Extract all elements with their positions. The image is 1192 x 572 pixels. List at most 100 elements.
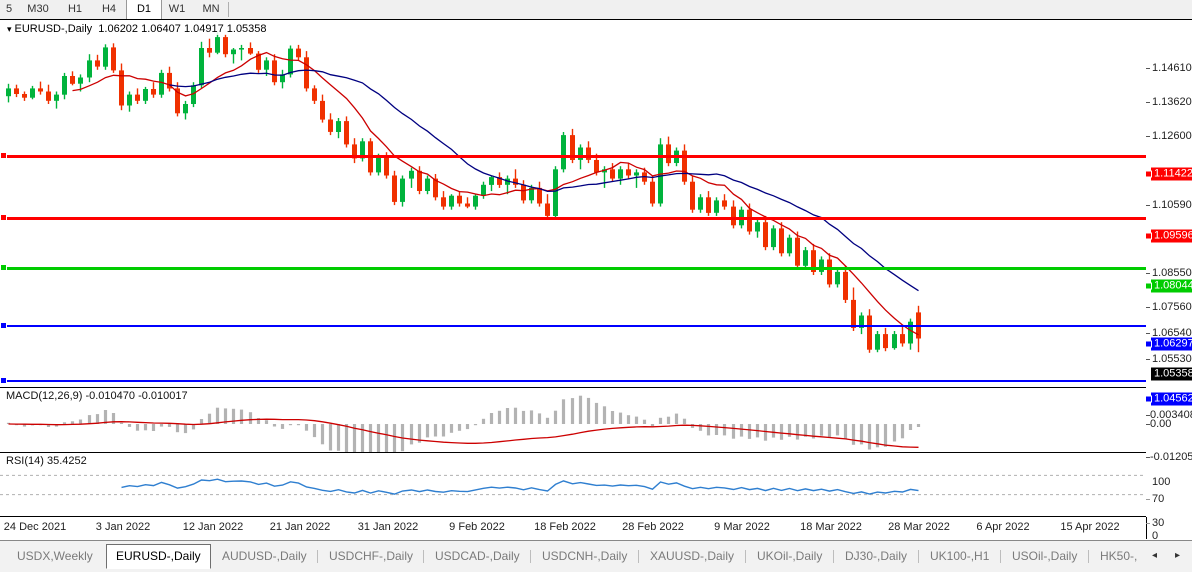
tab-separator (423, 550, 424, 563)
tab-separator (638, 550, 639, 563)
symbol-tab-usdchf-daily[interactable]: USDCHF-,Daily (329, 549, 413, 563)
chart-collapse-arrow-icon[interactable]: ▾ (7, 24, 12, 34)
level-line-handle[interactable] (0, 152, 7, 159)
chart-symbol-label: EURUSD-,Daily (14, 23, 93, 35)
date-axis-label: 3 Jan 2022 (95, 521, 151, 533)
date-axis-label: 15 Apr 2022 (1060, 521, 1120, 533)
level-line-1-11422[interactable] (0, 155, 1146, 158)
rsi-tick-label: 70 (1152, 493, 1165, 505)
date-axis-label: 21 Jan 2022 (269, 521, 331, 533)
date-axis-label: 18 Feb 2022 (534, 521, 596, 533)
tab-separator (918, 550, 919, 563)
price-level-tag-last-price[interactable]: 1.05358 (1151, 367, 1192, 381)
macd-tick-label: 0.003408 (1150, 409, 1192, 421)
symbol-tab-audusd-daily[interactable]: AUDUSD-,Daily (222, 549, 307, 563)
symbol-tab-usoil-daily[interactable]: USOil-,Daily (1012, 549, 1078, 563)
price-tick-mark (1146, 359, 1150, 360)
macd-tick-label: -0.012058 (1150, 451, 1192, 463)
date-axis-label: 6 Apr 2022 (976, 521, 1030, 533)
level-drag-handle[interactable] (1145, 232, 1152, 240)
timeframe-button-m30[interactable]: M30 (27, 3, 49, 15)
level-line-handle[interactable] (0, 264, 7, 271)
date-axis-label: 28 Mar 2022 (888, 521, 950, 533)
symbol-tab-dj30-daily[interactable]: DJ30-,Daily (845, 549, 908, 563)
rsi-tick-label: 100 (1152, 476, 1171, 488)
price-scale-axis[interactable]: 1.14610 1.13620 1.12600 1.10590 1.08550 1.075… (1145, 20, 1192, 542)
macd-tick-mark (1146, 424, 1150, 425)
timeframe-button-mn[interactable]: MN (202, 3, 220, 15)
timeframe-button-5[interactable]: 5 (5, 3, 13, 15)
level-drag-handle[interactable] (1145, 170, 1152, 178)
rsi-tick-label: 0 (1152, 530, 1159, 542)
price-level-tag-level[interactable]: 1.04562 (1151, 392, 1192, 406)
tab-separator (1088, 550, 1089, 563)
tab-separator (1000, 550, 1001, 563)
price-level-tag-level[interactable]: 1.06297 (1151, 337, 1192, 351)
price-tick-mark (1146, 307, 1150, 308)
symbol-tab-usdx-weekly[interactable]: USDX,Weekly (17, 549, 93, 563)
chart-symbol-header: ▾ EURUSD-,Daily 1.06202 1.06407 1.04917 1… (5, 23, 269, 35)
price-tick-mark (1146, 68, 1150, 69)
timeframe-button-d1[interactable]: D1 (126, 0, 162, 19)
ohlc-high: 1.06407 (141, 23, 181, 35)
rsi-label: RSI(14) 35.4252 (4, 455, 89, 467)
symbol-tab-uk100-h1[interactable]: UK100-,H1 (930, 549, 990, 563)
timeframe-toolbar: 5 M30 H1 H4 D1 W1 MN (0, 0, 1192, 20)
rsi-series (0, 474, 1146, 496)
symbol-tab-eurusd-daily[interactable]: EURUSD-,Daily (106, 544, 211, 569)
price-tick-label: 1.10590 (1152, 199, 1192, 211)
price-level-tag-resistance[interactable]: 1.09596 (1151, 229, 1192, 243)
level-line-1-06297[interactable] (0, 325, 1146, 327)
symbol-tab-usdcad-daily[interactable]: USDCAD-,Daily (435, 549, 520, 563)
ohlc-low: 1.04917 (183, 23, 224, 35)
timeframe-button-h1[interactable]: H1 (67, 3, 83, 15)
level-line-1-04562[interactable] (0, 380, 1146, 382)
level-drag-handle[interactable] (1145, 340, 1152, 348)
price-chart-pane[interactable]: ▾ EURUSD-,Daily 1.06202 1.06407 1.04917 1… (0, 20, 1147, 388)
macd-tick-label: 0.00 (1150, 418, 1172, 430)
macd-indicator-pane[interactable]: MACD(12,26,9) -0.010470 -0.010017 (0, 388, 1147, 453)
symbol-tab-ukoil-daily[interactable]: UKOil-,Daily (757, 549, 823, 563)
macd-label: MACD(12,26,9) -0.010470 -0.010017 (4, 390, 190, 402)
timeframe-button-h4[interactable]: H4 (101, 3, 117, 15)
date-axis-label: 12 Jan 2022 (182, 521, 244, 533)
symbol-tab-xauusd-daily[interactable]: XAUUSD-,Daily (650, 549, 735, 563)
rsi-indicator-pane[interactable]: RSI(14) 35.4252 (0, 453, 1147, 517)
level-line-1-09596[interactable] (0, 217, 1146, 220)
price-tick-mark (1146, 102, 1150, 103)
level-drag-handle[interactable] (1145, 395, 1152, 403)
tab-scroll-left-icon[interactable]: ◂ (1152, 550, 1158, 561)
tab-separator (530, 550, 531, 563)
level-line-handle[interactable] (0, 322, 7, 329)
price-tick-label: 1.07560 (1152, 301, 1192, 313)
symbol-tab-bar: USDX,Weekly EURUSD-,Daily AUDUSD-,Daily USD… (0, 540, 1192, 572)
price-level-tag-resistance[interactable]: 1.11422 (1151, 167, 1192, 181)
level-line-handle[interactable] (0, 214, 7, 221)
symbol-tab-usdcnh-daily[interactable]: USDCNH-,Daily (542, 549, 628, 563)
tab-separator (317, 550, 318, 563)
price-tick-mark (1146, 273, 1150, 274)
price-tick-label: 1.12600 (1152, 130, 1192, 142)
date-axis-label: 18 Mar 2022 (800, 521, 862, 533)
date-axis-label: 24 Dec 2021 (3, 521, 67, 533)
date-axis: 24 Dec 2021 3 Jan 2022 12 Jan 2022 21 Jan 2… (0, 517, 1147, 539)
price-tick-label: 1.13620 (1152, 96, 1192, 108)
price-tick-label: 1.06540 (1152, 327, 1192, 339)
tab-separator (833, 550, 834, 563)
price-level-tag-support[interactable]: 1.08044 (1151, 279, 1192, 293)
macd-tick-mark (1146, 457, 1150, 458)
chart-frame: ▾ EURUSD-,Daily 1.06202 1.06407 1.04917 1… (0, 19, 1192, 542)
toolbar-separator (228, 2, 229, 17)
level-drag-handle[interactable] (1145, 282, 1152, 290)
timeframe-button-w1[interactable]: W1 (168, 3, 186, 15)
tab-scroll-right-icon[interactable]: ▸ (1175, 550, 1181, 561)
date-axis-label: 9 Feb 2022 (449, 521, 505, 533)
date-axis-label: 31 Jan 2022 (357, 521, 419, 533)
symbol-tab-hk50[interactable]: HK50-, (1100, 549, 1138, 563)
price-tick-label: 1.05530 (1152, 353, 1192, 365)
date-axis-label: 9 Mar 2022 (714, 521, 770, 533)
level-line-1-08044[interactable] (0, 267, 1146, 270)
macd-series (6, 395, 921, 452)
level-line-handle[interactable] (0, 377, 7, 384)
